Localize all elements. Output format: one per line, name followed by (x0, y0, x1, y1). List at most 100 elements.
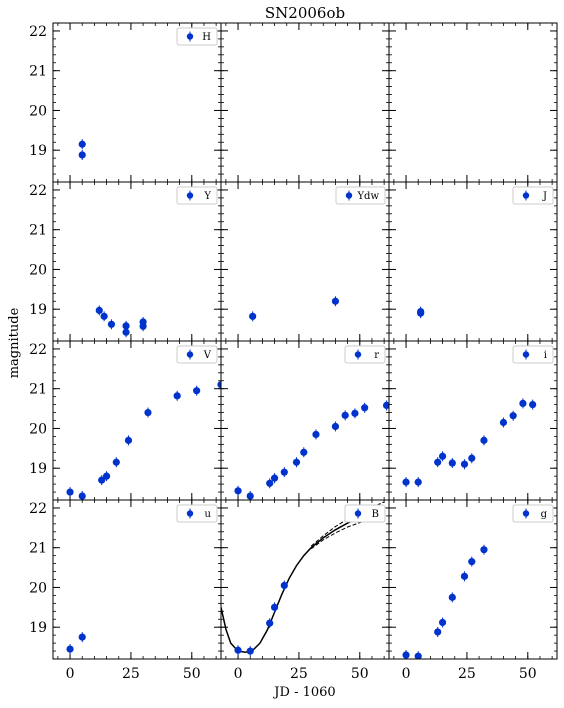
y-tick-label: 20 (29, 103, 47, 119)
data-point (234, 487, 242, 495)
panel-9: 0 25 50 19 20 21 22 u (29, 499, 222, 682)
x-tick-label: 25 (122, 666, 140, 682)
y-tick-label: 21 (29, 223, 47, 239)
legend: B (344, 504, 386, 523)
legend-label: g (541, 509, 548, 520)
legend-marker (186, 510, 194, 517)
x-tick-label: 0 (402, 666, 411, 682)
y-tick-label: 20 (29, 580, 47, 596)
data-point (234, 646, 242, 654)
data-point (438, 452, 447, 460)
data-point (438, 618, 447, 627)
x-tick-label: 50 (183, 666, 201, 682)
legend-box (512, 504, 554, 523)
x-tick-label: 50 (519, 666, 537, 682)
legend: J (512, 186, 554, 205)
legend: r (344, 345, 386, 364)
legend-marker (345, 192, 353, 199)
data-point (414, 652, 422, 659)
y-tick-label: 22 (29, 24, 47, 40)
data-point (139, 318, 147, 326)
legend-box (176, 345, 218, 364)
data-point (468, 558, 476, 566)
data-point (280, 468, 288, 476)
panel-4: Ydw (220, 181, 390, 342)
panel-frame (52, 181, 222, 342)
legend-box (176, 186, 218, 205)
data-point (414, 478, 422, 486)
data-point (448, 593, 456, 601)
legend-marker (186, 33, 194, 40)
data-point (529, 401, 537, 409)
y-tick-label: 20 (29, 421, 47, 437)
legend-marker (354, 510, 362, 517)
data-point (270, 474, 279, 482)
data-point (78, 633, 86, 641)
y-tick-label: 19 (29, 620, 47, 636)
panel-frame (220, 340, 390, 501)
data-point (480, 546, 488, 554)
data-point (193, 387, 201, 395)
legend-label: B (372, 509, 379, 520)
data-point (246, 647, 254, 655)
data-point (292, 458, 301, 466)
panel-11: 0 25 50 g (388, 499, 558, 682)
data-point (100, 312, 108, 320)
panel-7: r (220, 340, 390, 501)
legend-label: Y (203, 191, 211, 202)
data-point (217, 381, 221, 389)
legend-box (176, 504, 218, 523)
legend: Ydw (335, 186, 386, 205)
data-point (509, 412, 517, 420)
legend-marker (522, 510, 530, 517)
legend-box (512, 345, 554, 364)
data-point (331, 422, 340, 431)
data-point (280, 581, 288, 590)
panel-8: i (388, 340, 558, 501)
data-point (102, 472, 111, 480)
panel-frame (220, 181, 390, 342)
data-point (434, 628, 442, 636)
x-tick-label: 50 (351, 666, 369, 682)
panel-2 (388, 22, 558, 183)
data-point (246, 492, 254, 500)
panel-frame (52, 340, 222, 501)
legend-label: i (544, 350, 547, 361)
panel-frame (220, 499, 390, 660)
legend: i (512, 345, 554, 364)
legend-marker (522, 192, 530, 199)
legend-label: r (374, 350, 379, 361)
data-point (266, 619, 274, 627)
y-tick-label: 22 (29, 183, 47, 199)
y-tick-label: 19 (29, 461, 47, 477)
legend-label: J (542, 191, 547, 202)
data-point (448, 459, 456, 467)
legend: u (176, 504, 218, 523)
data-point (434, 458, 442, 466)
legend-marker (354, 351, 362, 358)
data-point (460, 460, 469, 468)
data-point (78, 151, 86, 159)
data-point (144, 408, 152, 417)
data-point (78, 492, 86, 500)
panel-frame (52, 22, 222, 183)
x-axis-label: JD - 1060 (272, 685, 335, 700)
data-point (402, 478, 410, 486)
data-point (98, 476, 106, 484)
panel-6: 19 20 21 22 V (29, 340, 222, 501)
x-tick-label: 25 (290, 666, 308, 682)
data-point (300, 448, 308, 456)
panel-frame (220, 22, 390, 183)
panel-3: 19 20 21 22 Y (29, 181, 222, 342)
data-point (122, 322, 130, 330)
legend: V (176, 345, 218, 364)
data-point (95, 306, 103, 314)
data-point (66, 645, 74, 653)
legend-box (335, 186, 386, 205)
data-point (341, 411, 349, 419)
y-tick-label: 21 (29, 382, 47, 398)
data-point (460, 572, 469, 580)
data-point (173, 392, 181, 400)
legend-box (344, 345, 386, 364)
data-point (361, 404, 369, 412)
